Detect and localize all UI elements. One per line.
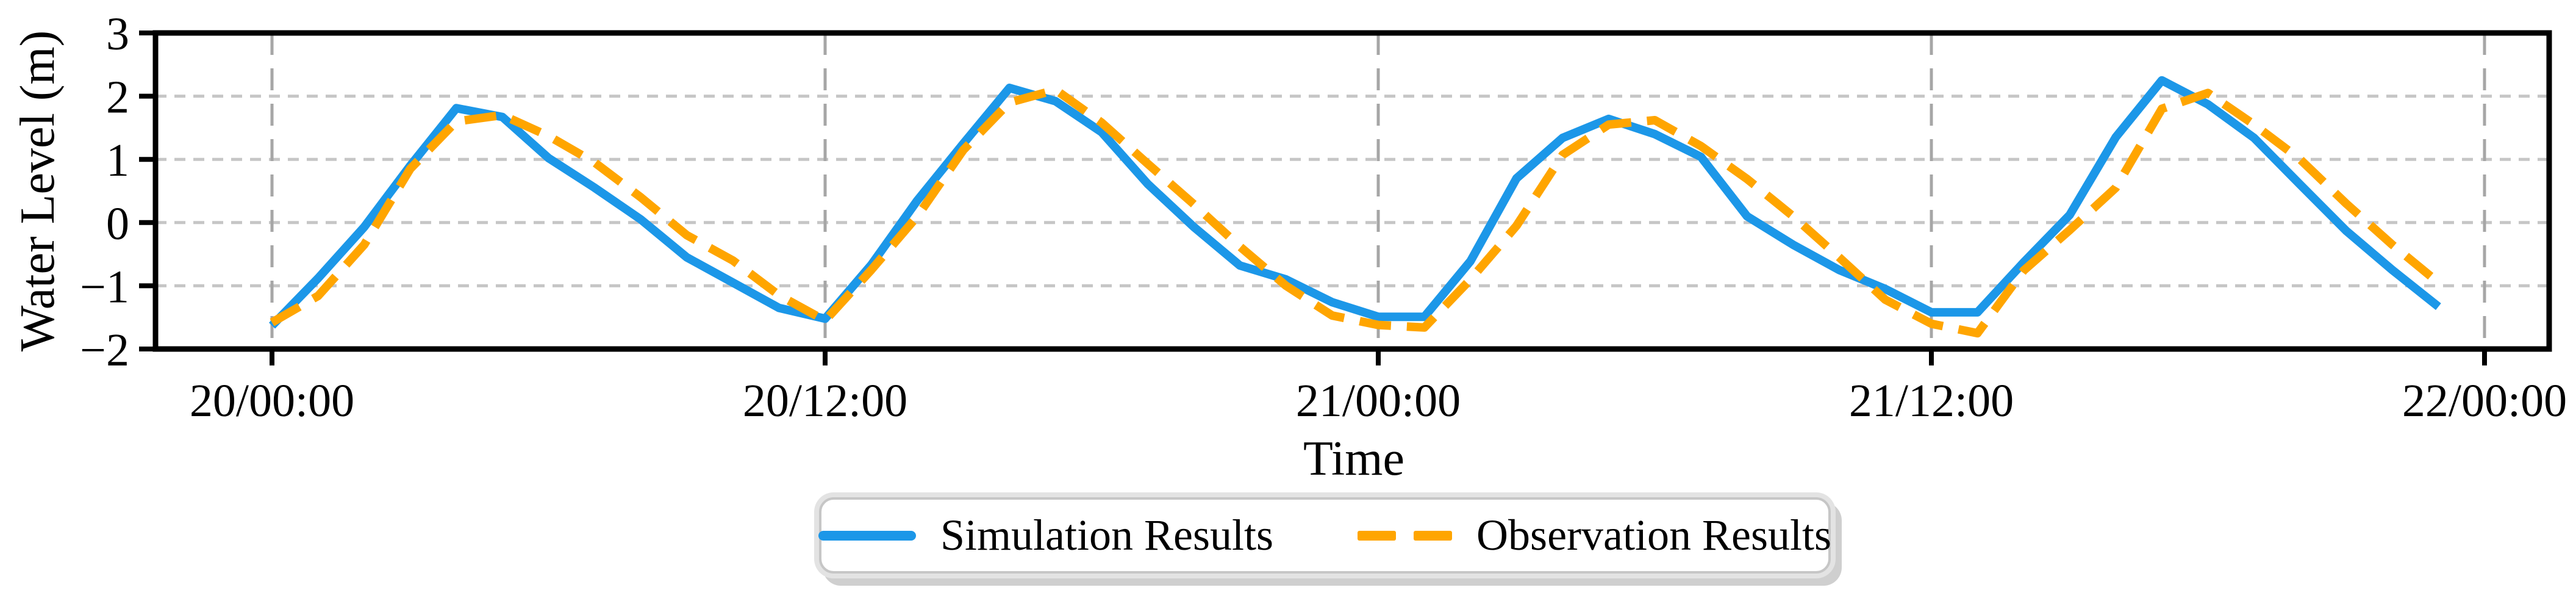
legend-item-simulation: Simulation Results — [818, 510, 1273, 561]
tick-marks — [139, 31, 2487, 365]
data-series — [268, 76, 2441, 338]
observation-line — [270, 85, 2441, 338]
y-tick-label: 0 — [106, 198, 129, 250]
x-tick-label: 22/00:00 — [2402, 375, 2567, 426]
x-axis-title: Time — [1303, 432, 1404, 486]
y-tick-label: 1 — [106, 135, 129, 186]
simulation-line — [268, 76, 2441, 329]
legend-label-simulation: Simulation Results — [940, 511, 1274, 559]
plot-border — [152, 30, 2552, 352]
y-tick-label: −2 — [80, 325, 129, 376]
legend: Simulation Results Observation Results — [818, 497, 1831, 574]
x-tick-label: 21/00:00 — [1296, 375, 1461, 426]
legend-label-observation: Observation Results — [1476, 511, 1831, 559]
axes — [152, 30, 2552, 352]
gridlines — [156, 33, 2549, 349]
dashed-line-icon — [1414, 530, 1453, 541]
x-tick-label: 21/12:00 — [1849, 375, 2014, 426]
tick-labels: 20/00:00 20/12:00 21/00:00 21/12:00 22/00:00… — [80, 9, 2567, 426]
simulation-line-swatch — [818, 530, 916, 541]
y-tick-label: 3 — [106, 9, 129, 60]
y-axis-title: Water Level (m) — [11, 31, 65, 352]
dashed-line-icon — [1358, 530, 1397, 541]
y-tick-label: −1 — [80, 261, 129, 312]
legend-item-observation: Observation Results — [1358, 510, 1831, 561]
observation-line-swatch — [1358, 530, 1453, 541]
solid-line-icon — [818, 530, 916, 541]
y-tick-label: 2 — [106, 72, 129, 123]
x-tick-label: 20/00:00 — [190, 375, 354, 426]
x-tick-label: 20/12:00 — [743, 375, 907, 426]
